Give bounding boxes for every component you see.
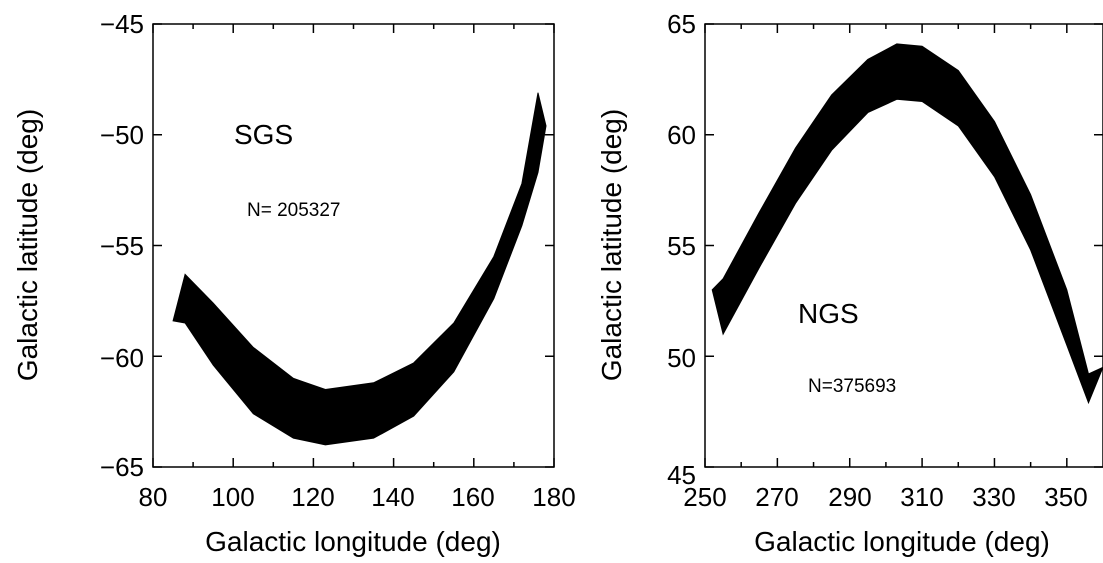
ngs-x-tick-label: 270: [755, 482, 798, 512]
ngs-y-tick-label: 65: [667, 9, 696, 39]
ngs-x-tick-label: 250: [683, 482, 726, 512]
sgs-x-tick-label: 100: [211, 482, 254, 512]
sgs-x-tick-label: 180: [532, 482, 575, 512]
ngs-x-tick-label: 350: [1044, 482, 1087, 512]
ngs-y-tick-label: 55: [667, 231, 696, 261]
sgs-panel: 80 100 120 140 160 180 −65 −60 −55 −50 −…: [12, 9, 576, 557]
ngs-y-axis-label: Galactic latitude (deg): [596, 109, 627, 381]
sgs-x-tick-label: 80: [139, 482, 168, 512]
ngs-x-tick-label: 310: [900, 482, 943, 512]
sgs-band: [172, 92, 547, 446]
sgs-x-tick-label: 140: [371, 482, 414, 512]
ngs-ticks: [704, 23, 1103, 468]
sgs-y-tick-label: −45: [100, 9, 144, 39]
ngs-x-tick-label: 290: [828, 482, 871, 512]
sgs-ticks: [152, 23, 555, 468]
sgs-region-label: SGS: [234, 119, 293, 150]
sgs-x-axis-label: Galactic longitude (deg): [205, 526, 501, 557]
ngs-x-tick-label: 330: [972, 482, 1015, 512]
ngs-panel: 250 270 290 310 330 350 45 50 55 60 65 G…: [596, 9, 1103, 557]
sgs-count-label: N= 205327: [247, 200, 341, 221]
ngs-y-tick-label: 45: [667, 460, 696, 490]
ngs-y-tick-label: 60: [667, 120, 696, 150]
ngs-count-label: N=375693: [808, 376, 896, 397]
sgs-x-tick-label: 120: [291, 482, 334, 512]
sgs-y-tick-label: −60: [100, 343, 144, 373]
ngs-band: [711, 43, 1103, 405]
sgs-y-axis-label: Galactic latitude (deg): [12, 109, 43, 381]
sgs-y-tick-label: −55: [100, 231, 144, 261]
ngs-region-label: NGS: [798, 298, 859, 329]
sgs-x-tick-label: 160: [451, 482, 494, 512]
ngs-x-axis-label: Galactic longitude (deg): [754, 526, 1050, 557]
sgs-y-tick-label: −65: [100, 452, 144, 482]
ngs-y-tick-label: 50: [667, 343, 696, 373]
sgs-y-tick-label: −50: [100, 120, 144, 150]
